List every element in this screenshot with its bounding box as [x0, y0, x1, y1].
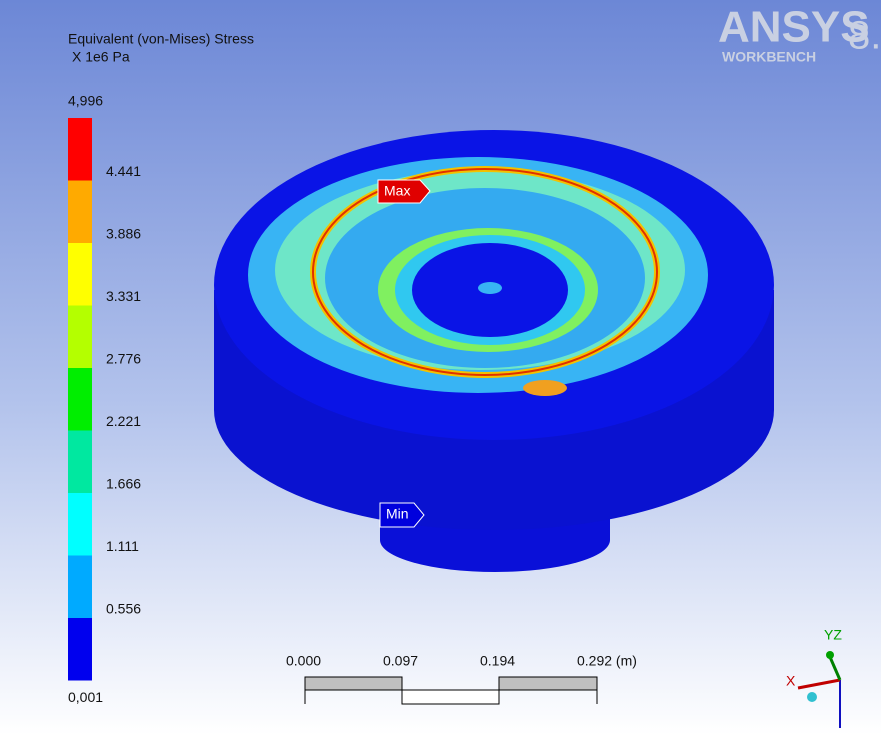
legend-label: 1.666: [106, 476, 141, 492]
legend-label: 0.556: [106, 601, 141, 617]
logo-version: 8.0: [848, 14, 881, 58]
scale-label: 0.194: [480, 653, 515, 669]
legend-label: 4.441: [106, 163, 141, 179]
max-label: Max: [384, 183, 410, 199]
legend-label: 2.221: [106, 413, 141, 429]
legend-band: [68, 556, 92, 619]
min-marker: Min: [380, 503, 424, 527]
scale-label: 0.292 (m): [577, 653, 637, 669]
logo-product: WORKBENCH: [722, 49, 816, 65]
legend-band: [68, 368, 92, 431]
legend-unit: X 1e6 Pa: [72, 49, 130, 65]
legend-band: [68, 493, 92, 556]
max-marker: Max: [378, 180, 430, 203]
legend-label: 4,996: [68, 93, 103, 109]
logo-name: ANSYS: [718, 3, 870, 52]
legend-band: [68, 618, 92, 681]
scale-label: 0.097: [383, 653, 418, 669]
legend-label: 1.111: [106, 538, 139, 554]
scale-label: 0.000: [286, 653, 321, 669]
legend-band: [68, 118, 92, 181]
viewport: Equivalent (von-Mises) Stress X 1e6 Pa 4…: [0, 0, 881, 735]
legend-label: 3.331: [106, 288, 141, 304]
triad-x: X: [786, 673, 796, 689]
legend-band: [68, 243, 92, 306]
legend-band: [68, 306, 92, 369]
legend-label: 3.886: [106, 226, 141, 242]
legend-band: [68, 431, 92, 494]
legend-label: 0,001: [68, 689, 103, 705]
triad-yz: YZ: [824, 627, 842, 643]
legend-title: Equivalent (von-Mises) Stress: [68, 31, 254, 47]
min-label: Min: [386, 506, 409, 522]
legend-label: 2.776: [106, 351, 141, 367]
legend-band: [68, 181, 92, 244]
